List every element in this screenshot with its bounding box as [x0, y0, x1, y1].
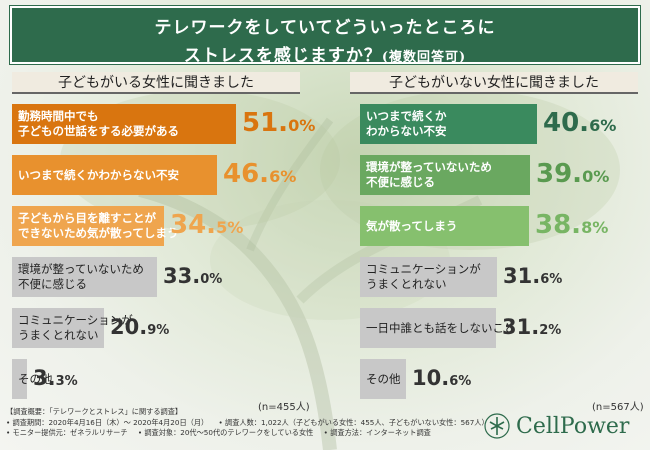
right-value-label-6: 10.6% [412, 366, 471, 390]
left-panel-title: 子どもがいる女性に聞きました [12, 72, 300, 94]
right-value-label-5: 31.2% [502, 315, 561, 339]
left-bar-3-label-2: できないため気が散ってしまう [18, 226, 179, 240]
right-bar-4: コミュニケーションが うまくとれない [360, 257, 497, 297]
left-bar-5-label-2: うまくとれない [18, 328, 99, 342]
left-value-label-1: 51.0% [242, 108, 315, 138]
left-value-dec-4: 0% [200, 272, 223, 288]
right-bar-6-label-1: その他 [366, 371, 401, 386]
left-bar-2-label-1: いつまで続くかわからない不安 [18, 167, 179, 182]
right-bar-2-label-2: 不便に感じる [366, 175, 435, 189]
left-value-dec-2: 6% [269, 167, 297, 187]
left-bar-3: 子どもから目を離すことが できないため気が散ってしまう [12, 206, 179, 246]
right-bar-5: 一日中誰とも話をしないこと [360, 308, 516, 348]
left-value-dec-1: 0% [288, 116, 316, 136]
right-value-dec-1: 6% [589, 116, 617, 136]
right-value-dec-3: 8% [581, 218, 609, 238]
right-sample-size: (n=567人) [592, 402, 644, 413]
left-value-int-5: 20. [110, 315, 148, 340]
left-bar-1-label-1: 勤務時間中でも [18, 109, 99, 123]
left-bar-6-label-1: その他 [18, 371, 53, 386]
right-value-int-5: 31. [502, 315, 540, 340]
left-value-label-2: 46.6% [223, 159, 296, 189]
right-bar-5-label-1: 一日中誰とも話をしないこと [366, 320, 516, 335]
logo-text: CellPower [516, 413, 630, 439]
left-value-int-6: 3. [33, 366, 56, 391]
right-value-dec-2: 0% [582, 167, 610, 187]
title-line-1: テレワークをしていてどういったところに [154, 18, 496, 38]
left-value-label-6: 3.3% [33, 366, 78, 390]
right-value-label-1: 40.6% [543, 108, 616, 138]
right-value-label-3: 38.8% [535, 210, 608, 240]
right-value-int-3: 38. [535, 210, 582, 241]
left-value-dec-6: 3% [55, 374, 78, 390]
footer-row-2: • 調査期間：2020年4月16日（木）～ 2020年4月20日（月） • 調査… [6, 417, 489, 429]
survey-footer: 【調査概要：「テレワークとストレス」に関する調査】 • 調査期間：2020年4月… [6, 407, 489, 439]
right-bar-2-label-1: 環境が整っていないため [366, 160, 492, 174]
right-bar-4-label-1: コミュニケーションが [366, 262, 481, 276]
left-value-int-2: 46. [223, 159, 270, 190]
footer-row-3: • モニター提供元：ゼネラルリサーチ • 調査対象：20代～50代のテレワークを… [6, 428, 476, 439]
left-bar-1: 勤務時間中でも 子どもの世話をする必要がある [12, 104, 236, 144]
right-value-dec-5: 2% [539, 323, 562, 339]
right-value-int-2: 39. [536, 159, 583, 190]
left-value-int-4: 33. [163, 264, 201, 289]
left-bar-1-label-2: 子どもの世話をする必要がある [18, 124, 179, 138]
footer-method: • 調査方法：インターネット調査 [323, 428, 431, 437]
left-bar-3-label-1: 子どもから目を離すことが [18, 211, 156, 225]
left-bar-4: 環境が整っていないため 不便に感じる [12, 257, 157, 297]
footer-provider: • モニター提供元：ゼネラルリサーチ [6, 428, 128, 437]
right-bar-4-label-2: うまくとれない [366, 277, 447, 291]
left-value-label-3: 34.5% [170, 210, 243, 240]
footer-count: • 調査人数：1,022人（子どもがいる女性：455人、子どもがいない女性：56… [218, 417, 489, 427]
title-line-2: ストレスを感じますか？(複数回答可) [12, 41, 638, 66]
left-bar-4-label-1: 環境が整っていないため [18, 262, 144, 276]
left-sample-size: (n=455人) [258, 402, 310, 413]
title-banner: テレワークをしていてどういったところに ストレスを感じますか？(複数回答可) [9, 5, 641, 66]
left-bar-2: いつまで続くかわからない不安 [12, 155, 217, 195]
left-value-label-5: 20.9% [110, 315, 169, 339]
footer-target: • 調査対象：20代～50代のテレワークをしている女性 [137, 428, 314, 437]
right-bar-1: いつまで続くか わからない不安 [360, 104, 537, 144]
left-bar-4-label-2: 不便に感じる [18, 277, 87, 291]
right-panel-title: 子どもがいない女性に聞きました [350, 72, 638, 94]
right-bar-3: 気が散ってしまう [360, 206, 529, 246]
title-main: ストレスを感じますか？ [183, 46, 382, 66]
right-value-dec-4: 6% [540, 272, 563, 288]
left-value-int-3: 34. [170, 210, 217, 241]
right-value-dec-6: 6% [449, 374, 472, 390]
right-bar-6: その他 [360, 359, 406, 399]
left-bar-6: その他 [12, 359, 53, 399]
right-value-int-6: 10. [412, 366, 450, 391]
left-value-int-1: 51. [242, 108, 289, 139]
right-value-label-4: 31.6% [503, 264, 562, 288]
title-sub: (複数回答可) [381, 50, 467, 65]
right-bar-1-label-1: いつまで続くか [366, 109, 447, 123]
right-value-label-2: 39.0% [536, 159, 609, 189]
right-value-int-4: 31. [503, 264, 541, 289]
left-value-dec-5: 9% [147, 323, 170, 339]
footer-period: • 調査期間：2020年4月16日（木）～ 2020年4月20日（月） [6, 417, 209, 427]
right-value-int-1: 40. [543, 108, 590, 139]
left-value-label-4: 33.0% [163, 264, 222, 288]
footer-heading: 【調査概要：「テレワークとストレス」に関する調査】 [6, 407, 183, 416]
right-bar-2: 環境が整っていないため 不便に感じる [360, 155, 530, 195]
right-bar-3-label-1: 気が散ってしまう [366, 218, 458, 233]
cellpower-logo-icon [484, 413, 510, 439]
left-value-dec-3: 5% [216, 218, 244, 238]
cellpower-logo: CellPower [484, 413, 629, 439]
left-bar-5: コミュニケーションが うまくとれない [12, 308, 133, 348]
right-bar-1-label-2: わからない不安 [366, 124, 447, 138]
left-bar-5-label-1: コミュニケーションが [18, 313, 133, 327]
